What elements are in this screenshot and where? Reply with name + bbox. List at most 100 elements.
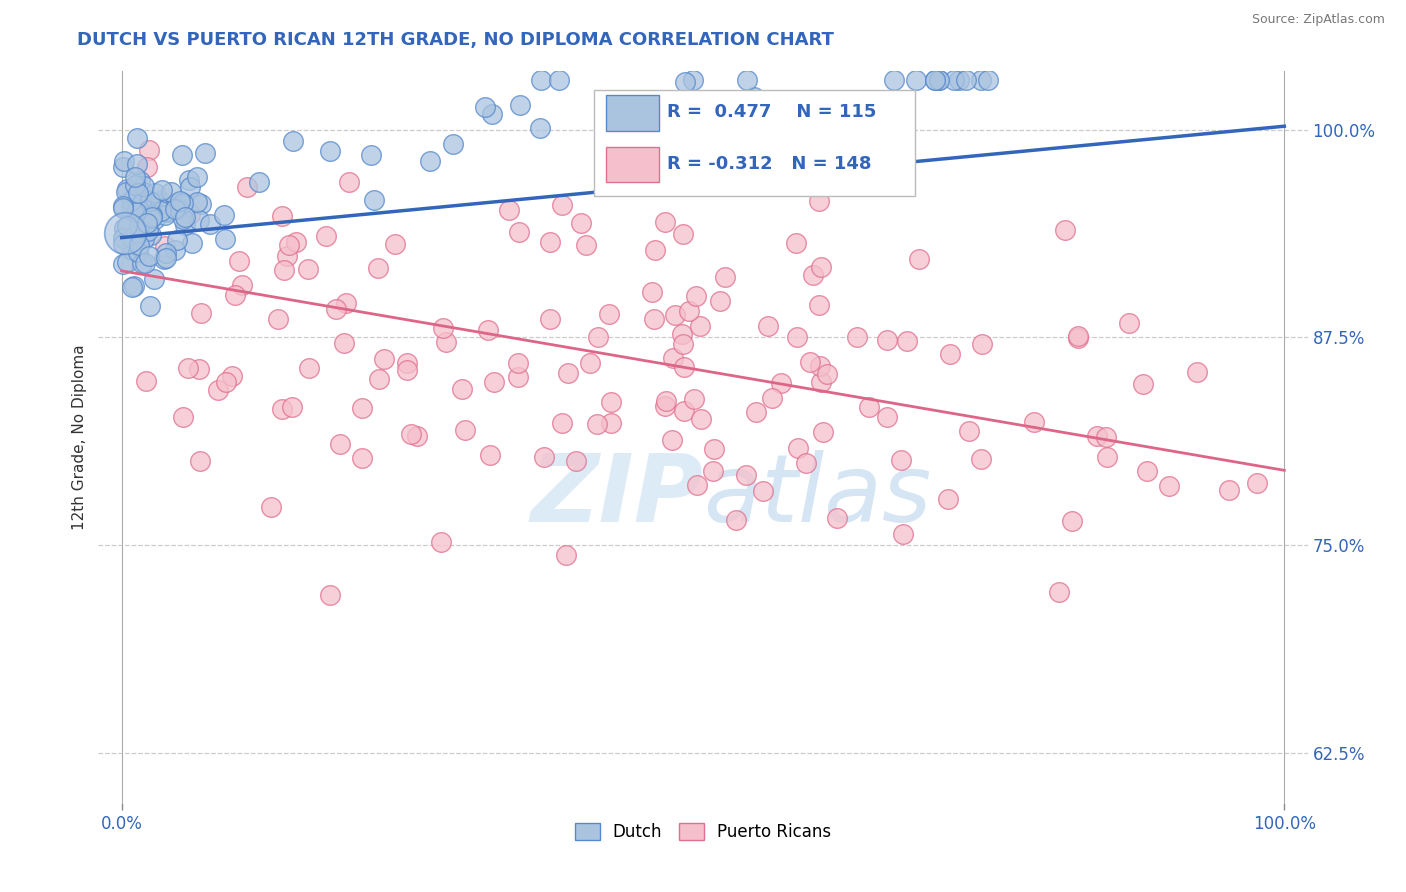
Point [215,375,238,389]
Point [948,72,970,87]
Point [419,154,441,169]
Point [970,451,993,466]
Point [1094,430,1116,444]
Point [810,260,832,274]
Point [588,330,610,344]
Point [155,251,177,265]
Point [127,186,149,200]
Point [172,212,194,227]
Point [811,425,834,439]
Point [112,154,135,169]
Point [165,195,187,210]
Point [360,148,382,162]
Point [115,182,138,196]
Point [384,237,406,252]
Point [156,205,179,219]
Point [139,199,162,213]
Point [1185,365,1208,379]
Point [155,245,177,260]
Point [120,194,142,208]
Point [506,370,529,384]
FancyBboxPatch shape [606,146,659,182]
Point [117,219,139,233]
Point [281,401,304,415]
Point [169,194,191,209]
Point [149,194,172,208]
Point [125,198,148,212]
Point [626,111,648,125]
Point [190,454,212,468]
Point [928,72,950,87]
Text: DUTCH VS PUERTO RICAN 12TH GRADE, NO DIPLOMA CORRELATION CHART: DUTCH VS PUERTO RICAN 12TH GRADE, NO DIP… [77,31,834,49]
Point [1246,476,1268,491]
Point [188,362,211,376]
Point [807,298,830,312]
Point [1085,429,1108,443]
Point [724,512,747,526]
Point [845,330,868,344]
Point [599,416,621,430]
Point [120,199,142,213]
Point [600,395,623,409]
Point [745,405,768,419]
Point [678,303,700,318]
Point [111,237,134,252]
Point [429,535,451,549]
Point [172,196,194,211]
Point [538,235,561,249]
Point [786,330,808,344]
Point [644,244,666,258]
Point [703,442,725,457]
Point [249,175,271,189]
Point [138,143,160,157]
Point [159,185,181,199]
Point [129,174,152,188]
Point [179,180,201,194]
Point [482,375,505,389]
Point [114,226,136,240]
Point [115,255,138,269]
Point [1136,464,1159,478]
Point [481,107,503,121]
Point [550,416,572,430]
Point [174,210,197,224]
Point [285,235,308,249]
Point [141,208,163,222]
Point [139,211,162,226]
Text: R =  0.477    N = 115: R = 0.477 N = 115 [666,103,876,121]
Point [153,239,176,253]
Point [794,456,817,470]
Point [125,157,148,171]
Point [124,178,146,193]
Point [352,450,374,465]
Point [508,225,530,239]
Point [654,399,676,413]
Point [1049,585,1071,599]
Point [132,190,155,204]
Point [810,376,832,390]
Point [401,427,423,442]
Point [972,337,994,351]
Point [194,145,217,160]
Point [686,477,709,491]
Point [329,437,352,451]
Point [132,210,155,224]
Point [278,238,301,252]
Point [529,121,551,136]
Point [955,72,977,87]
Point [125,205,148,219]
Point [335,295,357,310]
Point [891,527,914,541]
Point [231,277,253,292]
Point [396,356,419,370]
Point [136,224,159,238]
Point [756,319,779,334]
Point [236,180,259,194]
Point [530,72,553,87]
Point [1157,479,1180,493]
Point [153,200,176,214]
Point [128,202,150,217]
Point [858,400,880,414]
Point [271,209,294,223]
Point [575,238,598,252]
